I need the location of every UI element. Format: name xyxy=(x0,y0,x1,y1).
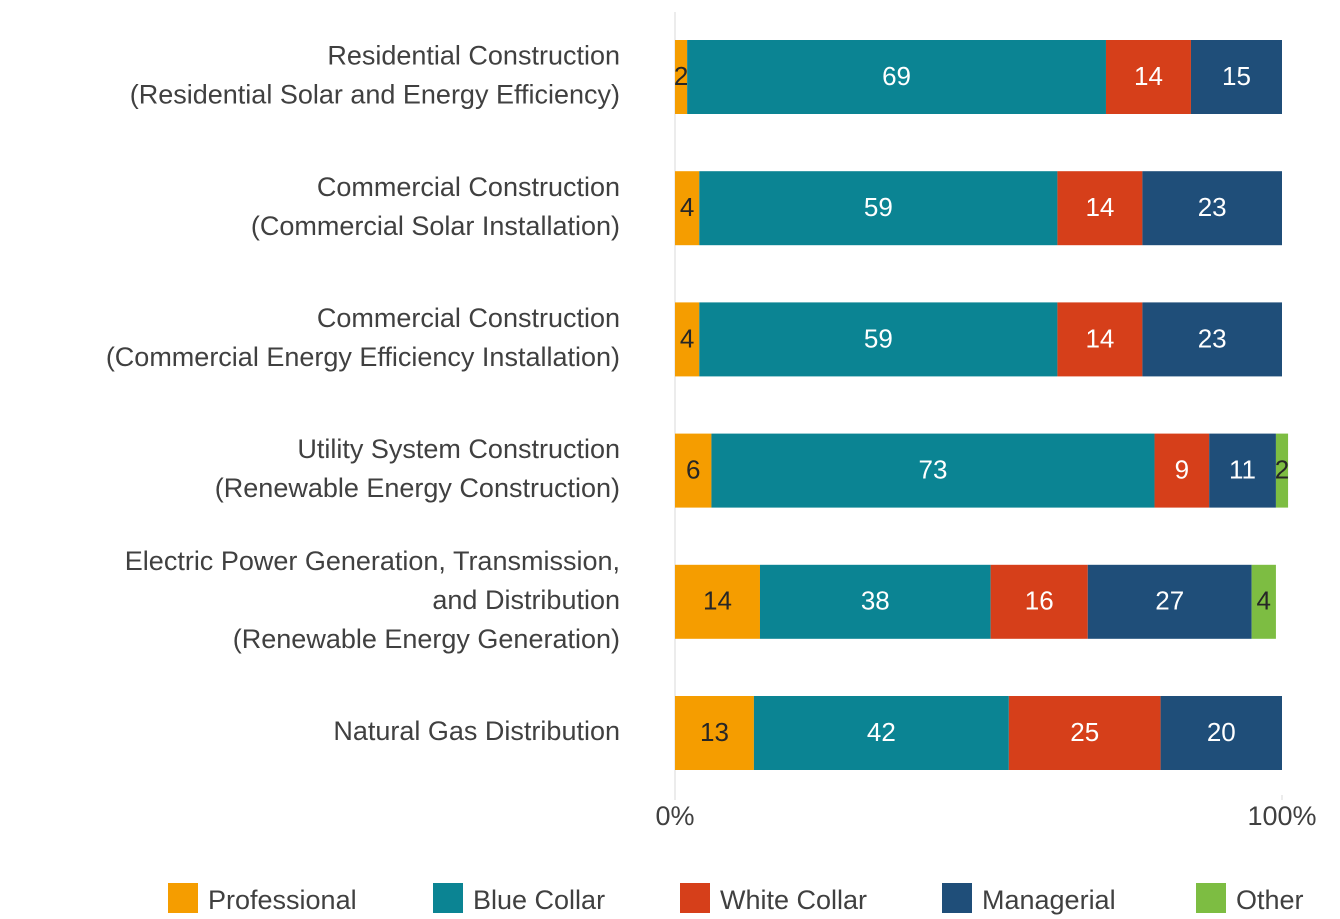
value-label: 59 xyxy=(864,323,893,353)
bar-segment xyxy=(1275,433,1289,508)
bar-segment xyxy=(1160,696,1282,770)
bar-segment xyxy=(675,302,700,377)
bar-segment xyxy=(753,696,1009,770)
bar-segment xyxy=(1142,302,1282,377)
value-label: 23 xyxy=(1198,323,1227,353)
category-label: Electric Power Generation, Transmission, xyxy=(125,546,620,576)
value-label: 4 xyxy=(680,323,694,353)
bar-segment xyxy=(1142,171,1282,246)
legend-label: Blue Collar xyxy=(473,885,605,915)
category-label: (Commercial Solar Installation) xyxy=(251,211,620,241)
category-label: (Residential Solar and Energy Efficiency… xyxy=(130,80,620,110)
category-label: Commercial Construction xyxy=(317,172,620,202)
bar-segment xyxy=(675,433,712,508)
category-label: Utility System Construction xyxy=(297,434,620,464)
legend-label: Managerial xyxy=(982,885,1116,915)
value-label: 14 xyxy=(1134,61,1163,91)
legend-swatch xyxy=(680,883,710,913)
value-label: 38 xyxy=(861,586,890,616)
value-label: 6 xyxy=(686,454,700,484)
value-label: 11 xyxy=(1229,454,1256,484)
legend-swatch xyxy=(433,883,463,913)
bar-segment xyxy=(675,564,760,639)
legend-swatch xyxy=(942,883,972,913)
value-label: 73 xyxy=(919,454,948,484)
bar-segment xyxy=(675,696,754,770)
bar-segment xyxy=(675,40,688,114)
value-label: 2 xyxy=(674,61,688,91)
category-label: (Renewable Energy Construction) xyxy=(215,473,620,503)
value-label: 27 xyxy=(1155,586,1184,616)
value-label: 14 xyxy=(1085,192,1114,222)
category-label: Natural Gas Distribution xyxy=(333,716,620,746)
value-label: 25 xyxy=(1070,717,1099,747)
value-label: 13 xyxy=(700,717,729,747)
bar-segment xyxy=(1057,302,1143,377)
value-label: 16 xyxy=(1025,586,1054,616)
value-label: 4 xyxy=(1257,586,1271,616)
value-label: 42 xyxy=(867,717,896,747)
legend-swatch xyxy=(1196,883,1226,913)
bar-segment xyxy=(1209,433,1276,508)
legend-label: White Collar xyxy=(720,885,867,915)
category-label: Residential Construction xyxy=(327,41,620,71)
value-label: 2 xyxy=(1275,454,1289,484)
bar-segment xyxy=(1008,696,1161,770)
value-label: 4 xyxy=(680,192,694,222)
category-label: (Commercial Energy Efficiency Installati… xyxy=(106,342,620,372)
legend-label: Other xyxy=(1236,885,1304,915)
bar-segment xyxy=(1251,564,1276,639)
category-label: (Renewable Energy Generation) xyxy=(233,624,620,654)
value-label: 14 xyxy=(703,586,732,616)
bar-segment xyxy=(711,433,1155,508)
bar-segment xyxy=(759,564,991,639)
value-label: 69 xyxy=(882,61,911,91)
value-label: 15 xyxy=(1222,61,1251,91)
legend-swatch xyxy=(168,883,198,913)
value-label: 23 xyxy=(1198,192,1227,222)
bar-segment xyxy=(699,302,1058,377)
bar-segment xyxy=(1105,40,1191,114)
value-label: 9 xyxy=(1175,454,1189,484)
bar-segment xyxy=(699,171,1058,246)
x-tick-label: 0% xyxy=(655,801,694,831)
category-label: and Distribution xyxy=(432,585,620,615)
value-label: 59 xyxy=(864,192,893,222)
value-label: 20 xyxy=(1207,717,1236,747)
bar-segment xyxy=(1087,564,1252,639)
legend-label: Professional xyxy=(208,885,357,915)
x-tick-label: 100% xyxy=(1247,801,1316,831)
category-label: Commercial Construction xyxy=(317,303,620,333)
bar-segment xyxy=(1057,171,1143,246)
bar-segment xyxy=(675,171,700,246)
bar-segment xyxy=(1190,40,1282,114)
bar-segment xyxy=(1154,433,1210,508)
bar-segment xyxy=(687,40,1106,114)
bar-segment xyxy=(990,564,1088,639)
value-label: 14 xyxy=(1085,323,1114,353)
